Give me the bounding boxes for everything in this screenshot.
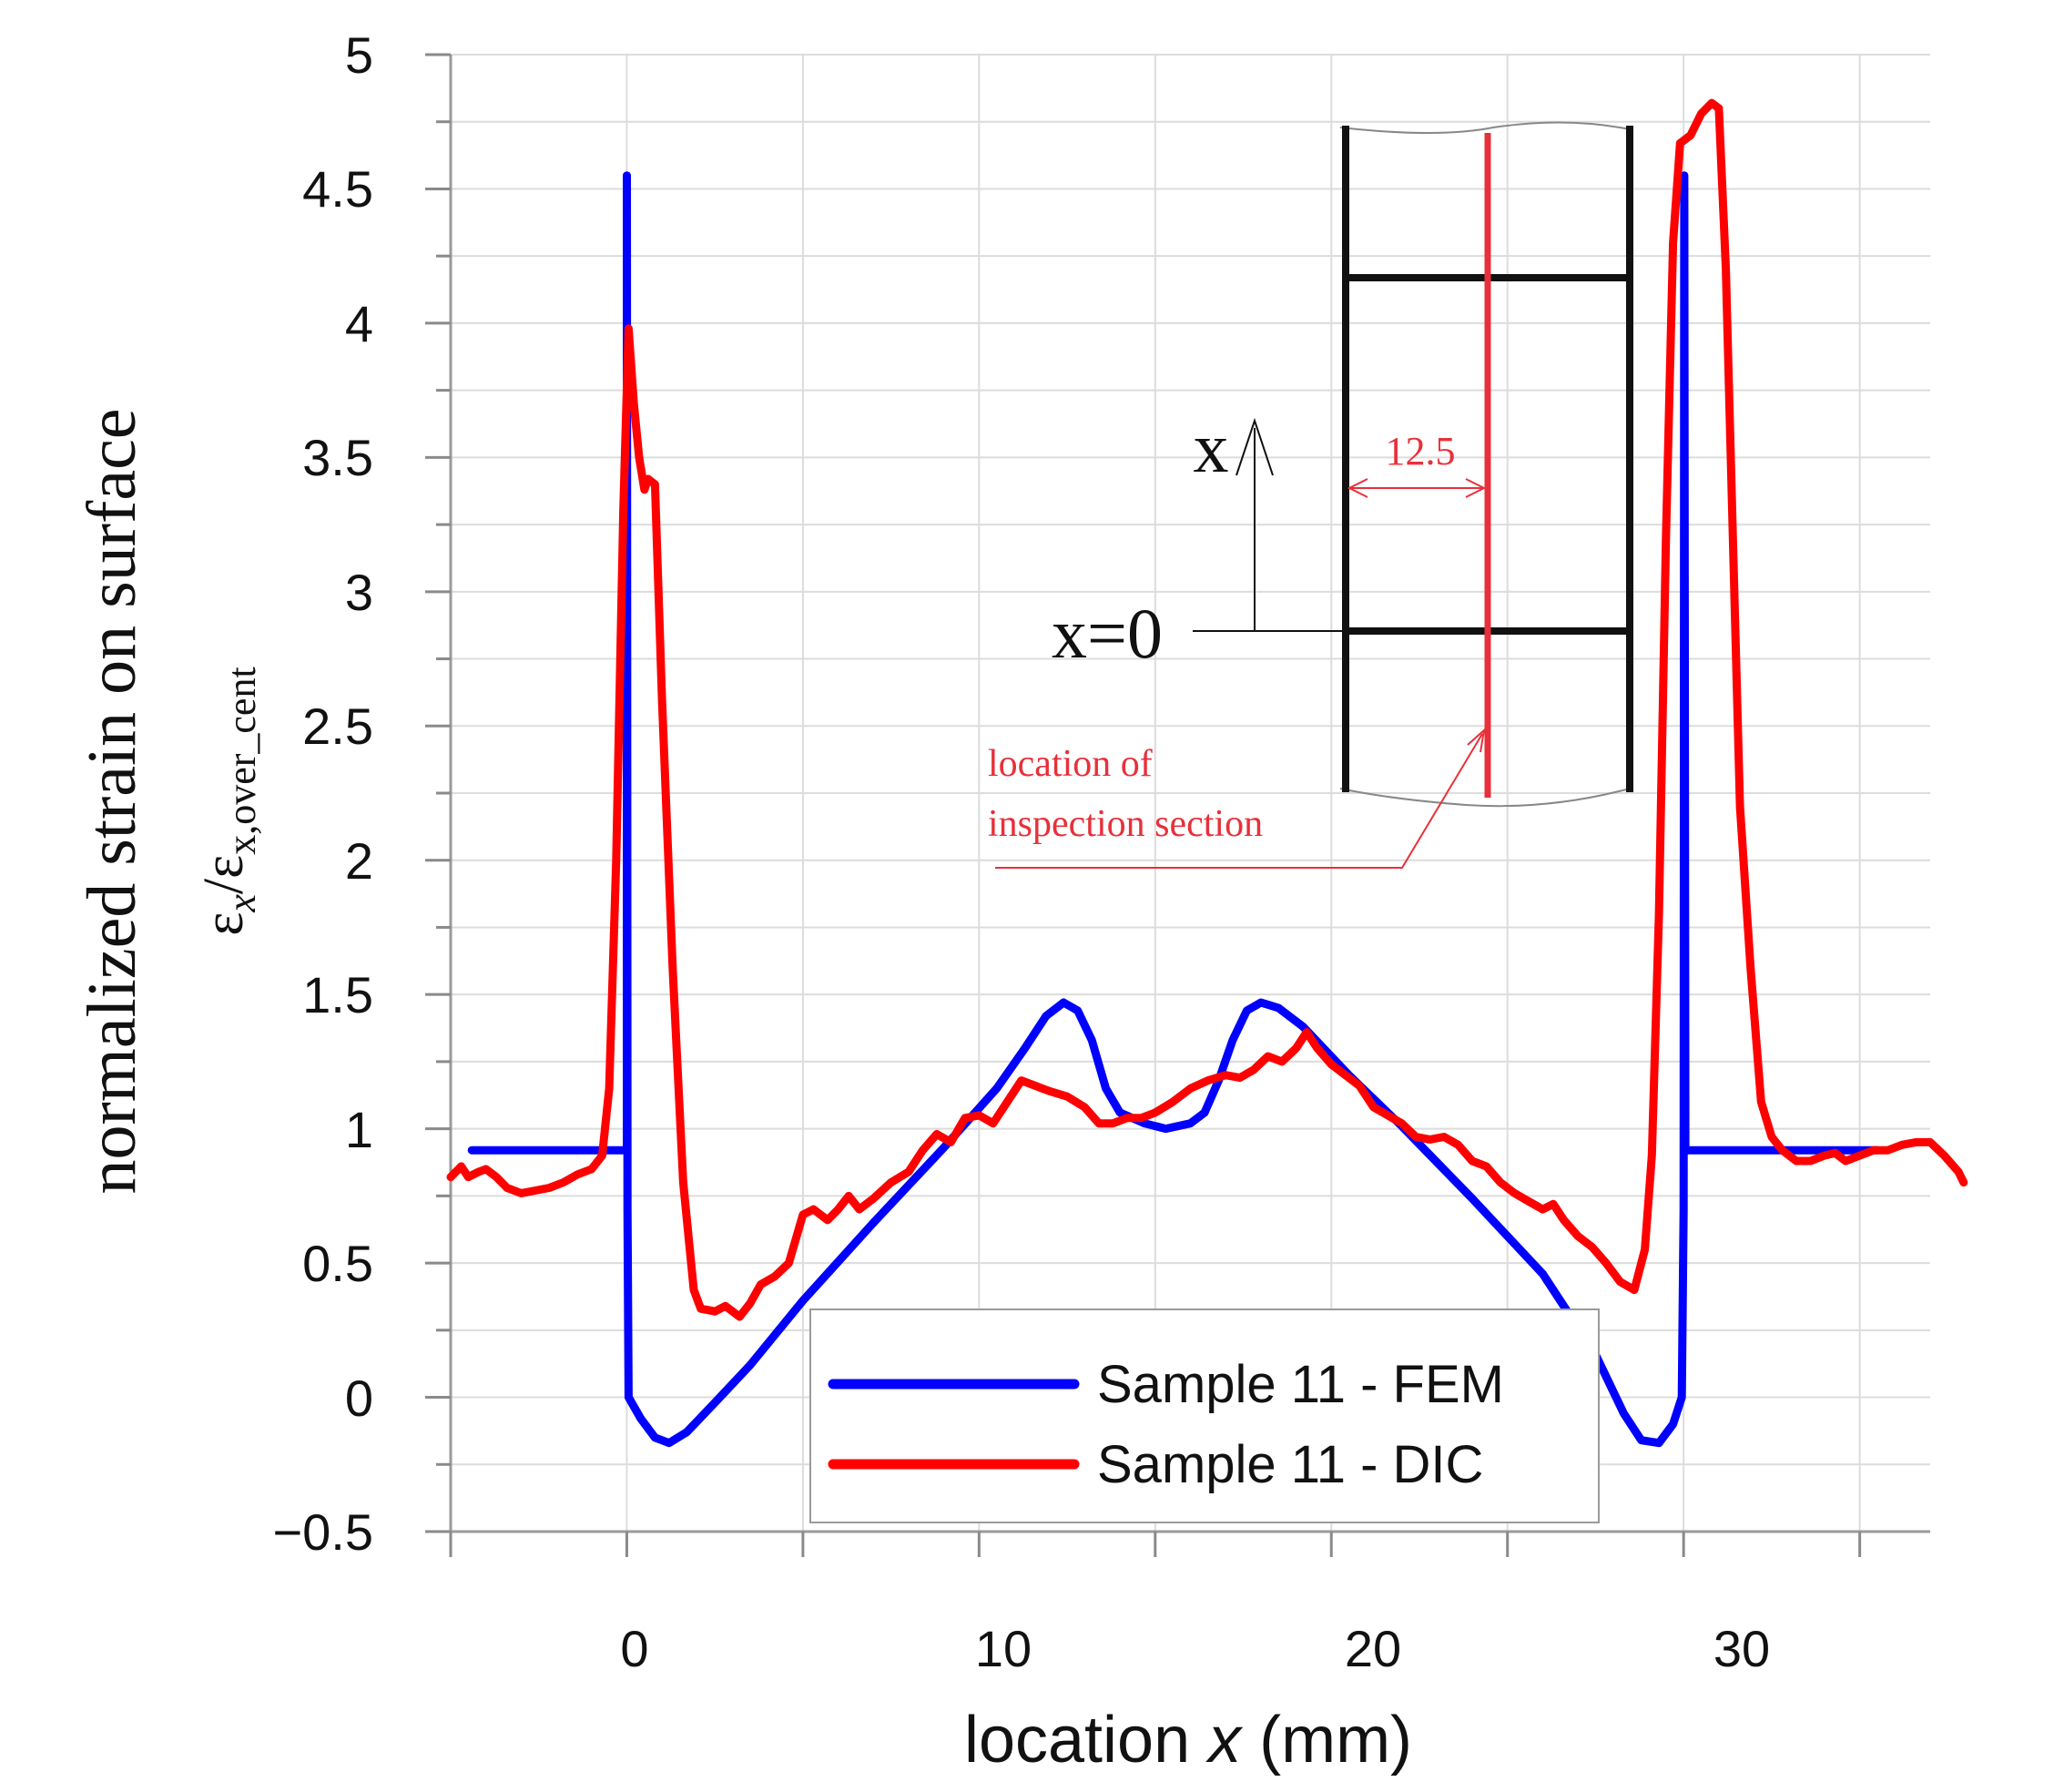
- series-group: [446, 98, 1968, 1448]
- y-tick-label: 1.5: [302, 966, 373, 1023]
- y-axis-label: normalized strain on surface εx/εx,over_…: [74, 408, 264, 1194]
- inset-note-line1: location of: [988, 743, 1153, 785]
- ticks: [425, 53, 1862, 1557]
- x-axis-label: location x (mm): [964, 1704, 1412, 1777]
- y-axis-label-line1: normalized strain on surface: [74, 408, 150, 1194]
- inset-x0-label: x=0: [1052, 594, 1163, 673]
- inset-diagram: x x=0 12.5 location of inspection sectio…: [988, 121, 1633, 869]
- dimension-arrow-right: [1465, 478, 1487, 498]
- y-tick-label: 5: [345, 26, 373, 84]
- y-tick-label: 2.5: [302, 697, 373, 755]
- x-tick-label: 10: [975, 1620, 1032, 1677]
- note-leader-arrowhead: [1467, 728, 1486, 753]
- y-tick-label: 1: [345, 1101, 373, 1158]
- y-axis-label-eps1: ε: [193, 912, 255, 936]
- y-tick-label: 0.5: [302, 1235, 373, 1292]
- inset-dimension-label: 12.5: [1386, 429, 1456, 473]
- x-tick-labels: 0 10 20 30: [620, 1620, 1770, 1677]
- y-axis-label-sub1: x: [219, 894, 264, 913]
- x-tick-label: 0: [620, 1620, 648, 1677]
- legend: Sample 11 - FEM Sample 11 - DIC: [809, 1308, 1600, 1523]
- x-axis-label-var: x: [1205, 1704, 1244, 1777]
- legend-label-dic: Sample 11 - DIC: [1097, 1435, 1483, 1494]
- y-axis-label-slash: /: [193, 878, 255, 894]
- y-tick-label: −0.5: [272, 1503, 373, 1561]
- y-axis-label-sub2: x,over_cent: [219, 667, 264, 854]
- inset-top-break: [1339, 121, 1631, 134]
- note-leader: [995, 733, 1483, 869]
- legend-label-fem: Sample 11 - FEM: [1097, 1355, 1504, 1414]
- y-tick-label: 4: [345, 295, 373, 352]
- y-tick-labels: −0.5 0 0.5 1 1.5 2 2.5 3 3.5 4 4.5 5: [272, 26, 373, 1561]
- x-tick-label: 20: [1345, 1620, 1401, 1677]
- legend-box: [809, 1308, 1600, 1523]
- inset-bottom-break: [1339, 788, 1631, 808]
- x-tick-label: 30: [1713, 1620, 1770, 1677]
- y-axis-label-line2: εx/εx,over_cent: [193, 667, 264, 935]
- series-line-dic: [446, 98, 1968, 1321]
- y-tick-label: 3.5: [302, 429, 373, 486]
- inset-note-line2: inspection section: [988, 803, 1263, 845]
- y-tick-label: 4.5: [302, 160, 373, 218]
- inset-x-arrowhead: [1235, 417, 1274, 476]
- x-axis-label-suffix: (mm): [1241, 1704, 1412, 1777]
- y-axis-label-eps2: ε: [193, 855, 255, 879]
- y-tick-label: 3: [345, 564, 373, 621]
- dimension-arrow-left: [1347, 478, 1368, 498]
- x-axis-label-prefix: location: [964, 1704, 1208, 1777]
- y-tick-label: 2: [345, 832, 373, 890]
- inset-x-label: x: [1194, 408, 1229, 487]
- series-line-fem: [467, 171, 1882, 1448]
- y-tick-label: 0: [345, 1369, 373, 1427]
